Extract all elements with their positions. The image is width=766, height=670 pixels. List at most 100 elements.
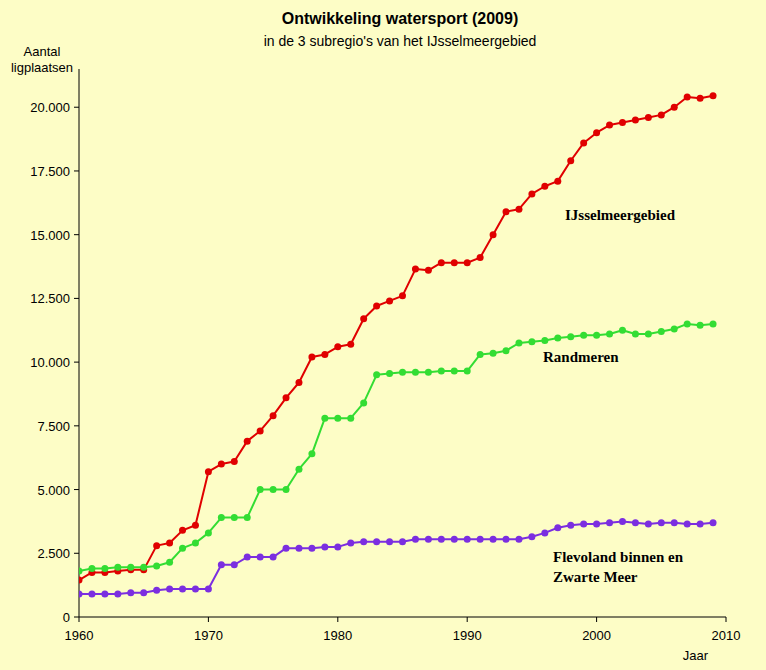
- point: [710, 320, 717, 327]
- point: [567, 522, 574, 529]
- point: [425, 536, 432, 543]
- x-tick-label: 1980: [323, 628, 352, 643]
- point: [697, 520, 704, 527]
- y-tick: [74, 425, 79, 426]
- point: [192, 522, 199, 529]
- point: [464, 368, 471, 375]
- point: [334, 543, 341, 550]
- point: [490, 231, 497, 238]
- point: [425, 369, 432, 376]
- x-tick-label: 2010: [712, 628, 741, 643]
- point: [515, 340, 522, 347]
- point: [270, 486, 277, 493]
- point: [88, 565, 95, 572]
- point: [438, 259, 445, 266]
- point: [541, 337, 548, 344]
- y-tick: [74, 362, 79, 363]
- point: [140, 564, 147, 571]
- point: [399, 292, 406, 299]
- point: [490, 536, 497, 543]
- x-tick: [726, 617, 727, 622]
- point: [619, 119, 626, 126]
- point: [477, 254, 484, 261]
- y-tick-label: 0: [63, 610, 70, 625]
- point: [451, 536, 458, 543]
- point: [658, 519, 665, 526]
- point: [684, 520, 691, 527]
- point: [684, 94, 691, 101]
- point: [464, 259, 471, 266]
- x-tick: [208, 617, 209, 622]
- point: [645, 114, 652, 121]
- y-tick-label: 17.500: [30, 164, 70, 179]
- point: [593, 520, 600, 527]
- point: [79, 591, 83, 598]
- x-tick: [337, 617, 338, 622]
- point: [295, 466, 302, 473]
- point: [179, 527, 186, 534]
- point: [79, 568, 83, 575]
- point: [114, 564, 121, 571]
- point: [244, 438, 251, 445]
- point: [528, 338, 535, 345]
- point: [464, 536, 471, 543]
- point: [179, 585, 186, 592]
- point: [153, 542, 160, 549]
- point: [710, 92, 717, 99]
- point: [205, 585, 212, 592]
- point: [373, 538, 380, 545]
- point: [425, 267, 432, 274]
- point: [101, 565, 108, 572]
- point: [632, 116, 639, 123]
- point: [580, 332, 587, 339]
- y-tick-label: 2.500: [37, 546, 70, 561]
- point: [528, 533, 535, 540]
- point: [541, 529, 548, 536]
- y-tick-label: 12.500: [30, 291, 70, 306]
- point: [192, 585, 199, 592]
- point: [386, 538, 393, 545]
- point: [606, 519, 613, 526]
- point: [515, 536, 522, 543]
- point: [697, 322, 704, 329]
- point: [684, 320, 691, 327]
- x-axis-label: Jaar: [683, 648, 709, 663]
- y-axis-label: Aantalligplaatsen: [11, 44, 73, 75]
- point: [101, 591, 108, 598]
- y-tick-label: 7.500: [37, 419, 70, 434]
- point: [412, 369, 419, 376]
- point: [399, 369, 406, 376]
- point: [412, 536, 419, 543]
- series-label: IJsselmeergebied: [565, 207, 676, 223]
- point: [658, 111, 665, 118]
- x-axis: [79, 617, 726, 618]
- point: [205, 529, 212, 536]
- point: [179, 545, 186, 552]
- point: [79, 577, 83, 584]
- point: [321, 543, 328, 550]
- point: [360, 538, 367, 545]
- point: [347, 341, 354, 348]
- title: Ontwikkeling watersport (2009): [282, 10, 519, 27]
- y-tick: [74, 617, 79, 618]
- series-line: [79, 96, 713, 580]
- point: [166, 585, 173, 592]
- point: [632, 519, 639, 526]
- point: [412, 266, 419, 273]
- y-axis: [79, 69, 80, 617]
- x-tick-label: 1990: [453, 628, 482, 643]
- point: [218, 461, 225, 468]
- point: [257, 486, 264, 493]
- point: [386, 297, 393, 304]
- point: [114, 591, 121, 598]
- point: [334, 415, 341, 422]
- x-tick: [596, 617, 597, 622]
- series-label-line: Randmeren: [543, 349, 619, 365]
- point: [231, 514, 238, 521]
- point: [593, 129, 600, 136]
- point: [438, 368, 445, 375]
- y-tick: [74, 170, 79, 171]
- point: [283, 394, 290, 401]
- point: [321, 415, 328, 422]
- point: [231, 561, 238, 568]
